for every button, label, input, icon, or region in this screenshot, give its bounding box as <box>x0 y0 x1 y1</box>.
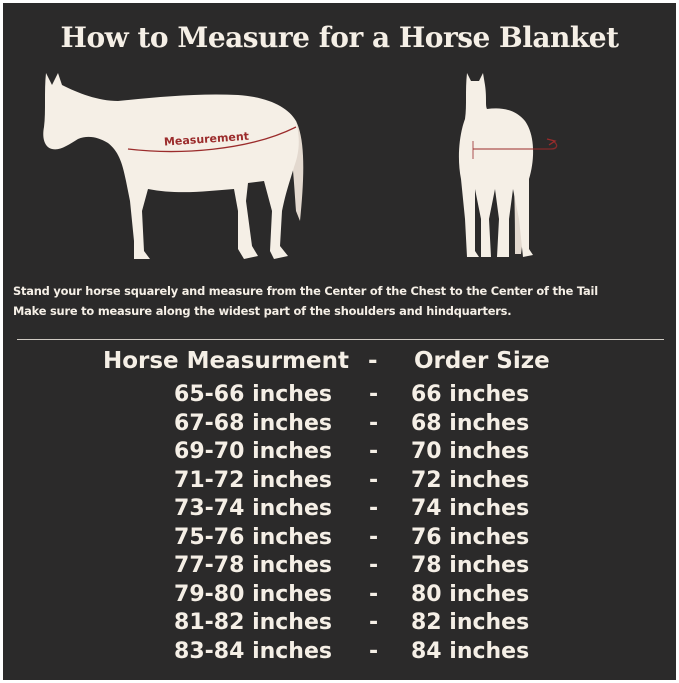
divider <box>17 339 664 340</box>
horse-rear-view-illustration <box>458 73 558 257</box>
horse-measurement-cell: 83-84 inches <box>174 638 332 664</box>
horse-measurement-cell: 71-72 inches <box>174 467 332 493</box>
table-row: 67-68 inches - 68 inches <box>3 411 676 440</box>
separator-cell: - <box>369 496 379 521</box>
horse-measurement-cell: 67-68 inches <box>174 410 332 436</box>
order-size-cell: 72 inches <box>411 467 530 493</box>
instruction-line: Make sure to measure along the widest pa… <box>13 304 512 318</box>
separator-cell: - <box>369 410 379 436</box>
order-size-cell: 76 inches <box>411 524 530 550</box>
separator-cell: - <box>369 382 379 407</box>
order-size-cell: 74 inches <box>411 496 530 521</box>
table-row: 69-70 inches - 70 inches <box>3 439 676 468</box>
horse-measurement-cell: 79-80 inches <box>174 581 332 607</box>
header-order-size: Order Size <box>414 348 550 374</box>
table-row: 79-80 inches - 80 inches <box>3 582 676 611</box>
horse-measurement-cell: 73-74 inches <box>174 496 332 521</box>
order-size-cell: 84 inches <box>411 638 530 664</box>
separator-cell: - <box>369 610 379 635</box>
separator-cell: - <box>369 581 379 607</box>
table-row: 83-84 inches - 84 inches <box>3 639 676 668</box>
table-row: 77-78 inches - 78 inches <box>3 553 676 582</box>
header-horse-measurement: Horse Measurment <box>102 348 349 374</box>
instruction-line: Stand your horse squarely and measure fr… <box>13 284 598 298</box>
instructions: Stand your horse squarely and measure fr… <box>13 281 598 321</box>
order-size-cell: 66 inches <box>411 382 530 407</box>
size-table: Horse Measurment - Order Size 65-66 inch… <box>3 348 676 667</box>
measurement-label: Measurement <box>164 130 250 149</box>
table-header: Horse Measurment - Order Size <box>3 348 676 382</box>
infographic-panel: How to Measure for a Horse Blanket Measu… <box>3 3 676 680</box>
separator-cell: - <box>369 553 379 578</box>
order-size-cell: 68 inches <box>411 410 530 436</box>
order-size-cell: 70 inches <box>411 439 530 464</box>
page-title: How to Measure for a Horse Blanket <box>60 21 620 54</box>
table-row: 65-66 inches - 66 inches <box>3 382 676 411</box>
horse-side-view-illustration: Measurement <box>43 73 304 259</box>
horse-measurement-cell: 81-82 inches <box>174 610 332 635</box>
horse-measurement-cell: 77-78 inches <box>174 553 332 578</box>
order-size-cell: 78 inches <box>411 553 530 578</box>
order-size-cell: 82 inches <box>411 610 530 635</box>
separator-cell: - <box>369 439 379 464</box>
table-row: 81-82 inches - 82 inches <box>3 610 676 639</box>
order-size-cell: 80 inches <box>411 581 530 607</box>
horse-measurement-cell: 69-70 inches <box>174 439 332 464</box>
horse-measurement-cell: 75-76 inches <box>174 524 332 550</box>
horse-measurement-cell: 65-66 inches <box>174 382 332 407</box>
table-row: 71-72 inches - 72 inches <box>3 468 676 497</box>
table-row: 75-76 inches - 76 inches <box>3 525 676 554</box>
header-separator: - <box>368 348 378 374</box>
separator-cell: - <box>369 638 379 664</box>
separator-cell: - <box>369 524 379 550</box>
separator-cell: - <box>369 467 379 493</box>
table-row: 73-74 inches - 74 inches <box>3 496 676 525</box>
